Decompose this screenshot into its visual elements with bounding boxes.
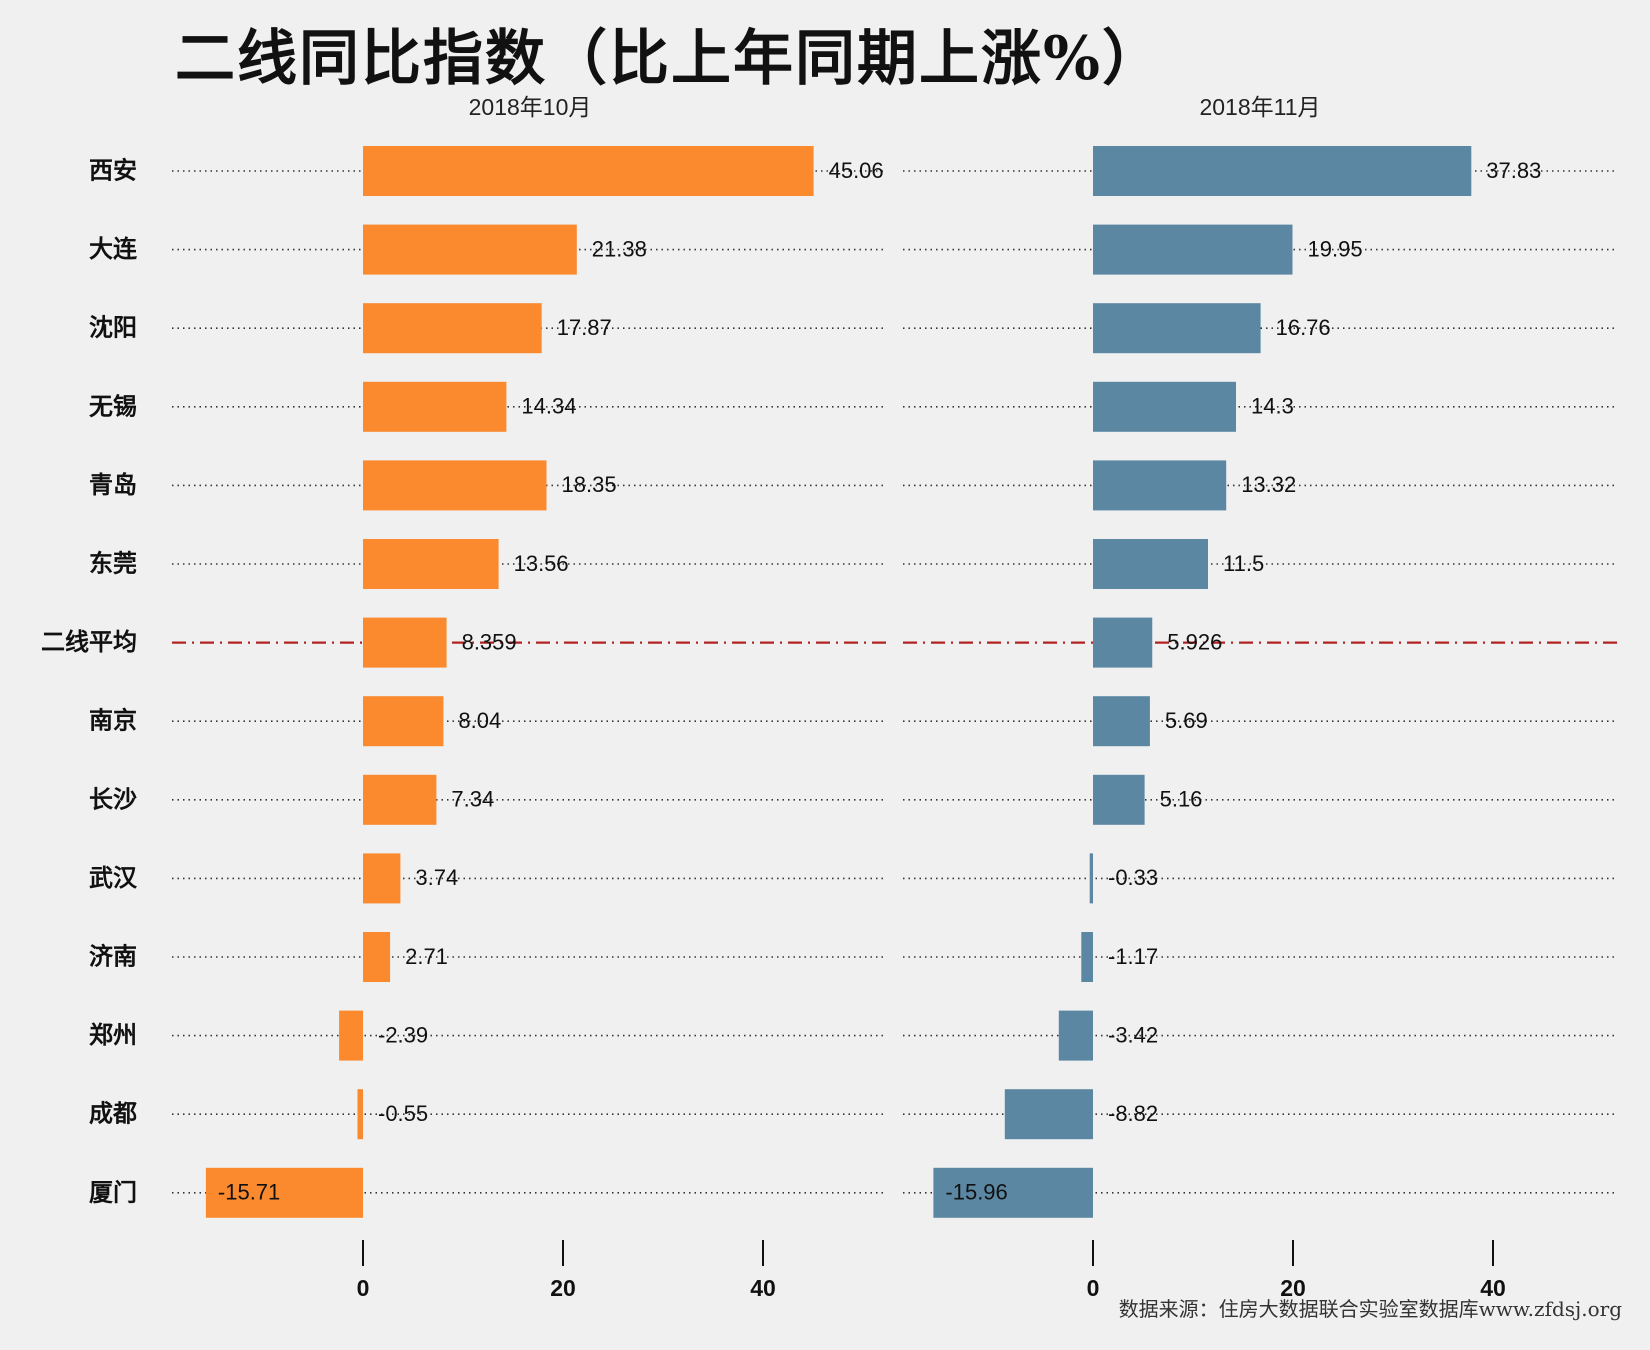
category-label: 无锡 bbox=[89, 391, 137, 420]
bar-october-8 bbox=[363, 774, 437, 825]
category-label: 武汉 bbox=[89, 863, 138, 892]
source-note: 数据来源：住房大数据联合实验室数据库www.zfdsj.org bbox=[1118, 1297, 1622, 1321]
bar-november-2 bbox=[1093, 303, 1261, 354]
bar-october-9 bbox=[363, 853, 401, 904]
bar-november-7 bbox=[1093, 696, 1150, 747]
data-label: -0.33 bbox=[1108, 865, 1158, 890]
bar-november-0 bbox=[1093, 146, 1472, 196]
panel-title-october: 2018年10月 bbox=[468, 94, 592, 120]
bar-october-2 bbox=[363, 303, 542, 354]
bar-october-3 bbox=[363, 381, 507, 432]
data-label: 5.926 bbox=[1167, 629, 1222, 654]
bar-november-1 bbox=[1093, 224, 1293, 275]
bar-november-11 bbox=[1058, 1010, 1093, 1061]
bar-november-4 bbox=[1093, 460, 1227, 511]
data-label: 11.5 bbox=[1223, 551, 1264, 576]
category-label: 东莞 bbox=[89, 549, 137, 578]
x-tick-label: 20 bbox=[1280, 1275, 1306, 1301]
category-label: 青岛 bbox=[89, 470, 137, 499]
bar-october-12 bbox=[357, 1089, 363, 1140]
data-label: 8.04 bbox=[458, 708, 501, 733]
data-label: 45.06 bbox=[829, 158, 884, 183]
data-label: 14.3 bbox=[1251, 394, 1294, 419]
bar-october-13 bbox=[205, 1167, 363, 1218]
data-label: -2.39 bbox=[378, 1022, 428, 1047]
category-label: 济南 bbox=[89, 942, 137, 971]
bar-november-12 bbox=[1004, 1089, 1093, 1140]
data-label: -15.71 bbox=[218, 1180, 280, 1205]
bar-october-6 bbox=[363, 617, 447, 668]
data-label: -0.55 bbox=[378, 1101, 428, 1126]
bar-november-8 bbox=[1093, 774, 1145, 825]
data-label: 16.76 bbox=[1276, 315, 1331, 340]
bar-november-3 bbox=[1093, 381, 1236, 432]
category-label: 郑州 bbox=[89, 1020, 137, 1049]
data-label: 21.38 bbox=[592, 236, 647, 261]
bar-november-6 bbox=[1093, 617, 1153, 668]
data-label: 17.87 bbox=[557, 315, 612, 340]
bar-october-5 bbox=[363, 539, 499, 589]
data-label: 14.34 bbox=[521, 394, 576, 419]
bar-november-13 bbox=[933, 1167, 1093, 1218]
data-label: 8.359 bbox=[462, 629, 517, 654]
x-tick-label: 0 bbox=[1087, 1275, 1100, 1301]
panel-title-november: 2018年11月 bbox=[1199, 94, 1321, 120]
data-label: 19.95 bbox=[1308, 236, 1363, 261]
x-tick-label: 20 bbox=[550, 1275, 576, 1301]
chart-title: 二线同比指数（比上年同期上涨%） bbox=[175, 24, 1165, 94]
bar-october-1 bbox=[363, 224, 577, 275]
x-tick-label: 40 bbox=[750, 1275, 776, 1301]
category-label: 长沙 bbox=[89, 784, 137, 813]
data-label: 3.74 bbox=[415, 865, 458, 890]
data-label: -15.96 bbox=[945, 1180, 1007, 1205]
bar-october-11 bbox=[339, 1010, 363, 1061]
data-label: 5.16 bbox=[1160, 787, 1203, 812]
bar-october-4 bbox=[363, 460, 547, 511]
category-label: 南京 bbox=[89, 706, 137, 735]
bar-november-5 bbox=[1093, 539, 1208, 589]
bar-october-7 bbox=[363, 696, 444, 747]
category-label: 沈阳 bbox=[89, 313, 137, 342]
category-label: 大连 bbox=[89, 234, 138, 263]
x-tick-label: 0 bbox=[357, 1275, 370, 1301]
data-label: 7.34 bbox=[451, 787, 494, 812]
category-label: 厦门 bbox=[89, 1177, 137, 1206]
x-tick-label: 40 bbox=[1480, 1275, 1506, 1301]
data-label: 13.56 bbox=[514, 551, 569, 576]
data-label: -3.42 bbox=[1108, 1022, 1158, 1047]
bar-november-9 bbox=[1089, 853, 1093, 904]
bar-october-10 bbox=[363, 932, 391, 982]
category-label: 二线平均 bbox=[41, 627, 137, 656]
data-label: 37.83 bbox=[1486, 158, 1541, 183]
data-label: -8.82 bbox=[1108, 1101, 1158, 1126]
data-label: -1.17 bbox=[1108, 944, 1158, 969]
data-label: 2.71 bbox=[405, 944, 448, 969]
category-label: 成都 bbox=[89, 1099, 137, 1128]
data-label: 13.32 bbox=[1241, 472, 1296, 497]
data-label: 18.35 bbox=[562, 472, 617, 497]
bar-october-0 bbox=[363, 146, 814, 196]
data-label: 5.69 bbox=[1165, 708, 1208, 733]
category-label: 西安 bbox=[89, 156, 137, 185]
bar-november-10 bbox=[1081, 932, 1093, 982]
